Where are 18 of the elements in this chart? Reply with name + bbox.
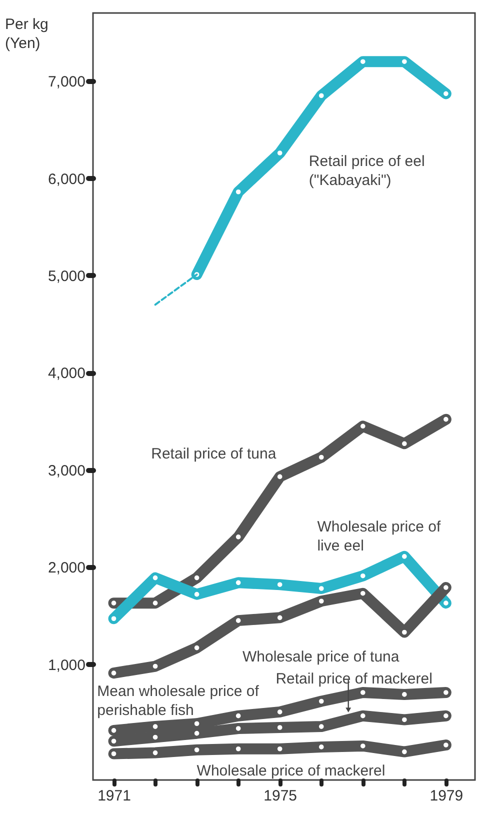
- x-tick-label: 1979: [430, 788, 464, 804]
- x-tick-label: 1975: [264, 788, 298, 804]
- series-label: Retail price of mackerel: [276, 670, 432, 688]
- y-tick-label: 5,000: [48, 268, 86, 285]
- y-tick-label: 6,000: [48, 170, 86, 188]
- series-label: Retail price of eel ("Kabayaki"): [308, 152, 425, 189]
- y-tick-label: 3,000: [48, 462, 86, 480]
- x-tick-label: 1971: [98, 788, 131, 804]
- series-label: Wholesale price of tuna: [242, 648, 400, 666]
- series-label: Mean wholesale price of perishable fish: [97, 682, 260, 719]
- series-label: Retail price of tuna: [151, 446, 277, 463]
- y-tick-label: 1,000: [48, 656, 86, 674]
- y-tick-label: 2,000: [48, 560, 86, 577]
- y-tick-label: 4,000: [48, 365, 86, 382]
- y-tick-label: 7,000: [48, 74, 86, 91]
- y-axis-title: Per kg (Yen): [5, 16, 48, 52]
- series-label: Wholesale price of live eel: [317, 518, 442, 554]
- series-label: Wholesale price of mackerel: [196, 762, 386, 780]
